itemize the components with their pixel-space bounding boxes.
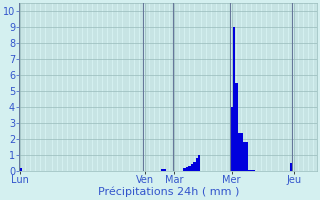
Bar [230, 107, 233, 171]
Bar [290, 163, 292, 171]
Bar [235, 83, 238, 171]
Bar [240, 133, 243, 171]
Bar [248, 170, 250, 171]
Bar [191, 164, 193, 171]
Bar [188, 166, 191, 171]
Bar [245, 142, 248, 171]
Bar [243, 142, 245, 171]
Bar [193, 162, 196, 171]
Bar [183, 168, 186, 171]
Bar [198, 155, 201, 171]
Bar [196, 158, 198, 171]
Bar [233, 27, 235, 171]
Bar [253, 170, 255, 171]
Bar [238, 133, 240, 171]
Bar [163, 169, 166, 171]
Bar [19, 168, 22, 171]
X-axis label: Précipitations 24h ( mm ): Précipitations 24h ( mm ) [98, 187, 239, 197]
Bar [250, 170, 253, 171]
Bar [186, 167, 188, 171]
Bar [161, 169, 163, 171]
